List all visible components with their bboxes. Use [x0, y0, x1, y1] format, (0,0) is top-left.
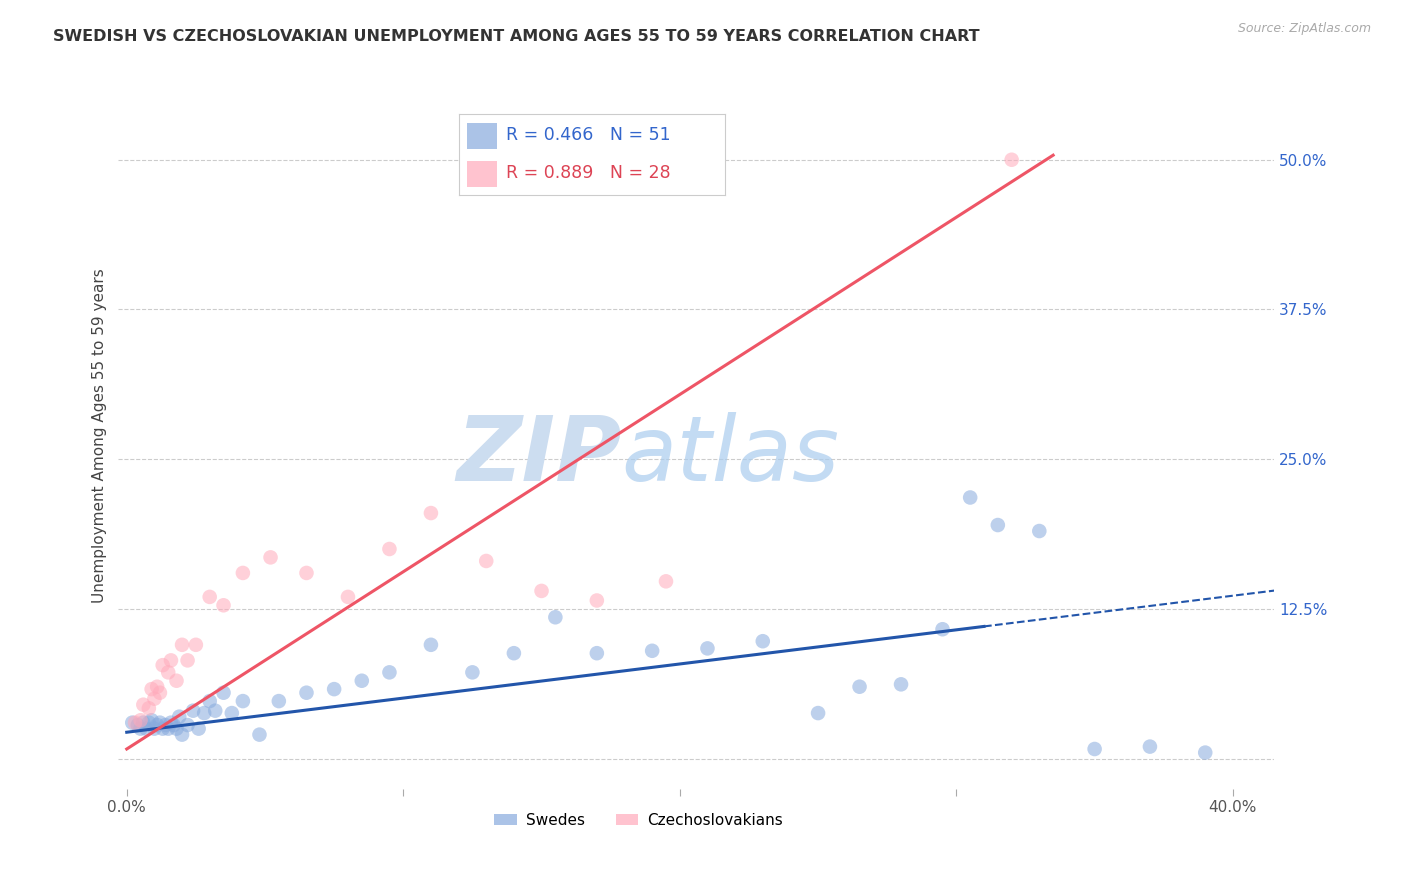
- Point: [807, 706, 830, 720]
- Point: [187, 722, 209, 736]
- Point: [232, 694, 254, 708]
- Point: [166, 673, 188, 688]
- Y-axis label: Unemployment Among Ages 55 to 59 years: Unemployment Among Ages 55 to 59 years: [93, 268, 107, 603]
- Point: [249, 728, 271, 742]
- Point: [146, 718, 169, 732]
- Point: [752, 634, 775, 648]
- Point: [267, 694, 290, 708]
- Point: [132, 715, 155, 730]
- Point: [176, 718, 198, 732]
- Point: [160, 653, 183, 667]
- Point: [295, 686, 318, 700]
- Point: [502, 646, 524, 660]
- Point: [419, 506, 441, 520]
- Point: [127, 718, 149, 732]
- Point: [135, 722, 157, 736]
- Point: [155, 718, 177, 732]
- Point: [170, 728, 193, 742]
- Point: [152, 722, 174, 736]
- Point: [198, 694, 221, 708]
- Text: ZIP: ZIP: [456, 412, 621, 500]
- Point: [132, 698, 155, 712]
- Point: [163, 718, 186, 732]
- Point: [350, 673, 373, 688]
- Point: [141, 682, 163, 697]
- Point: [141, 713, 163, 727]
- Point: [586, 646, 609, 660]
- Point: [544, 610, 567, 624]
- Point: [129, 713, 152, 727]
- Point: [641, 644, 664, 658]
- Point: [890, 677, 912, 691]
- Point: [169, 709, 191, 723]
- Point: [323, 682, 346, 697]
- Point: [336, 590, 359, 604]
- Point: [378, 665, 401, 680]
- Point: [160, 715, 183, 730]
- Point: [121, 715, 143, 730]
- Point: [461, 665, 484, 680]
- Point: [138, 715, 160, 730]
- Point: [212, 599, 235, 613]
- Point: [848, 680, 870, 694]
- Point: [475, 554, 498, 568]
- Point: [221, 706, 243, 720]
- Point: [149, 715, 172, 730]
- Point: [193, 706, 215, 720]
- Point: [157, 722, 180, 736]
- Text: atlas: atlas: [621, 412, 839, 500]
- Point: [1001, 153, 1024, 167]
- Point: [181, 704, 204, 718]
- Point: [1139, 739, 1161, 754]
- Point: [378, 541, 401, 556]
- Point: [1084, 742, 1107, 756]
- Point: [232, 566, 254, 580]
- Point: [129, 722, 152, 736]
- Point: [138, 701, 160, 715]
- Point: [143, 691, 166, 706]
- Point: [176, 653, 198, 667]
- Point: [198, 590, 221, 604]
- Point: [295, 566, 318, 580]
- Point: [530, 583, 553, 598]
- Point: [1028, 524, 1050, 538]
- Point: [655, 574, 678, 589]
- Point: [987, 518, 1010, 533]
- Point: [586, 593, 609, 607]
- Point: [931, 622, 953, 636]
- Point: [166, 722, 188, 736]
- Point: [419, 638, 441, 652]
- Point: [959, 491, 981, 505]
- Point: [212, 686, 235, 700]
- Point: [170, 638, 193, 652]
- Point: [204, 704, 226, 718]
- Point: [124, 715, 146, 730]
- Point: [1194, 746, 1216, 760]
- Point: [146, 680, 169, 694]
- Legend: Swedes, Czechoslovakians: Swedes, Czechoslovakians: [488, 806, 789, 834]
- Text: Source: ZipAtlas.com: Source: ZipAtlas.com: [1237, 22, 1371, 36]
- Point: [157, 665, 180, 680]
- Point: [149, 686, 172, 700]
- Point: [696, 641, 718, 656]
- Point: [184, 638, 207, 652]
- Text: SWEDISH VS CZECHOSLOVAKIAN UNEMPLOYMENT AMONG AGES 55 TO 59 YEARS CORRELATION CH: SWEDISH VS CZECHOSLOVAKIAN UNEMPLOYMENT …: [53, 29, 980, 44]
- Point: [143, 722, 166, 736]
- Point: [152, 658, 174, 673]
- Point: [259, 550, 281, 565]
